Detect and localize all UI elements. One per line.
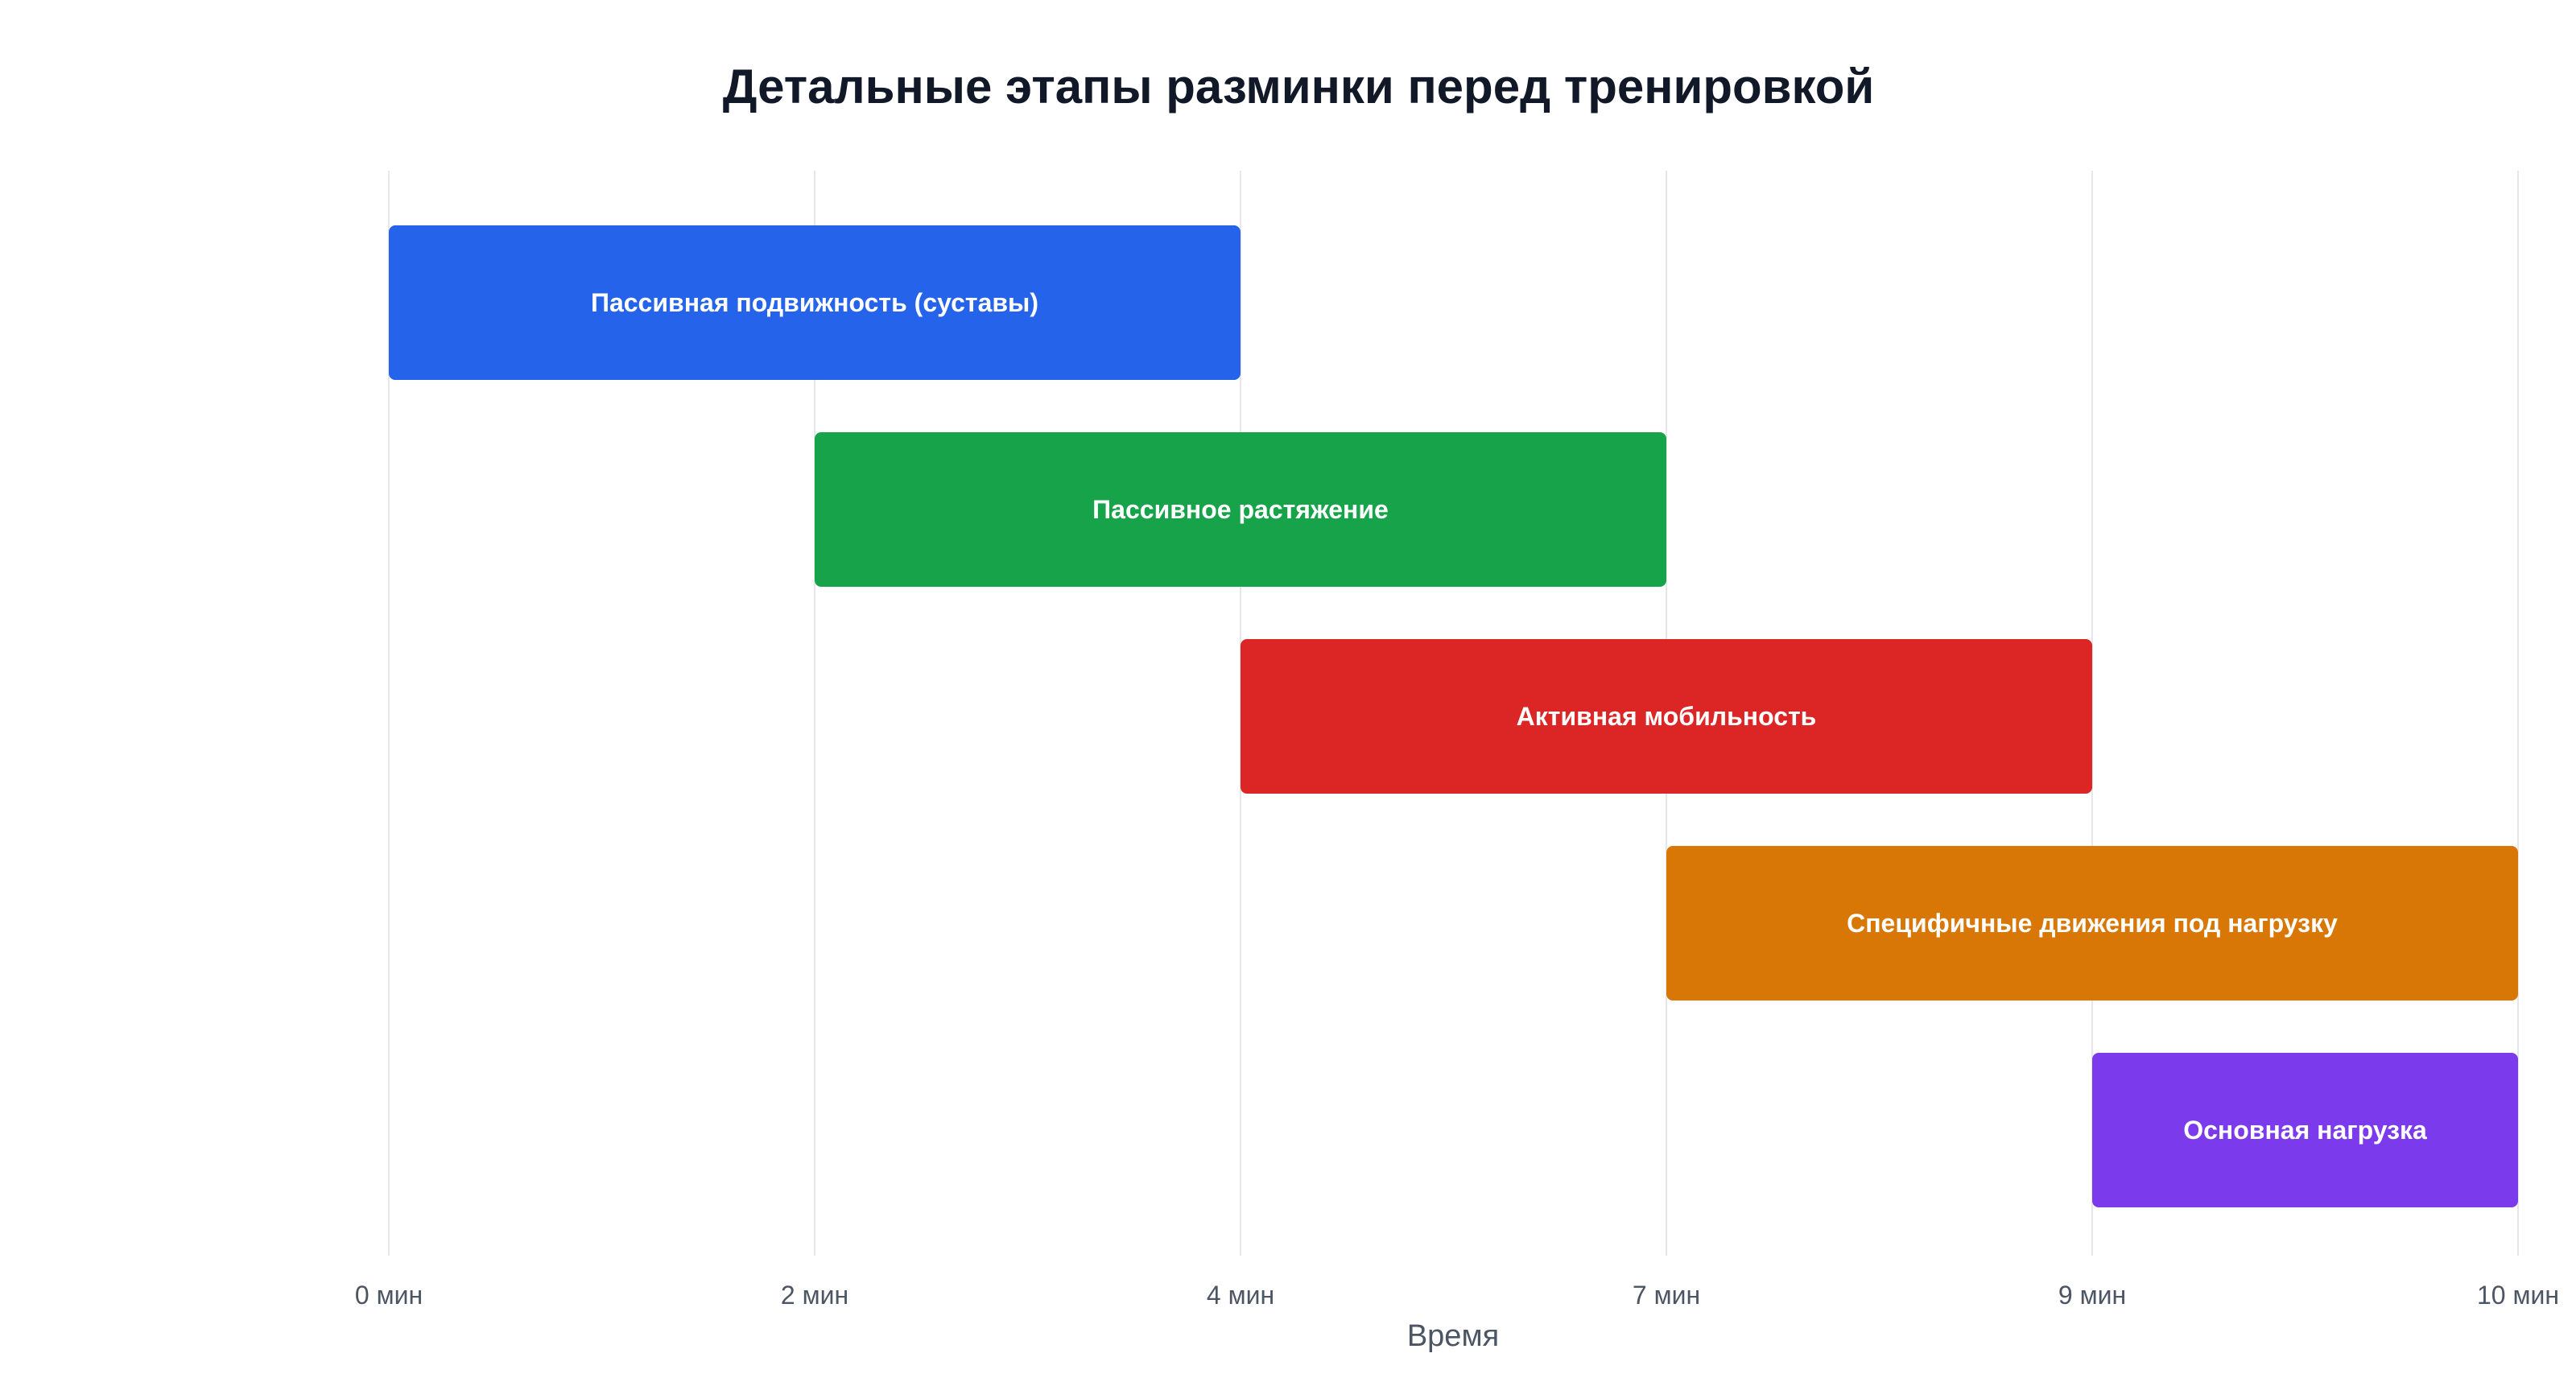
x-tick-label: 10 мин xyxy=(2477,1281,2559,1310)
task-bar-group: Пассивное растяжение xyxy=(815,432,1666,587)
task-bar-group: Активная мобильность xyxy=(1241,639,2092,794)
task-bar-group: Специфичные движения под нагрузку xyxy=(1666,846,2518,1000)
task-bar-label: Пассивная подвижность (суставы) xyxy=(591,288,1038,317)
task-bar xyxy=(2092,1053,2518,1207)
task-bar-label: Основная нагрузка xyxy=(2183,1116,2427,1145)
task-bar xyxy=(1666,846,2518,1000)
task-bar xyxy=(389,225,1241,380)
task-bar xyxy=(815,432,1666,587)
task-bars: Пассивная подвижность (суставы) Пассивное… xyxy=(389,225,2518,1207)
task-bar xyxy=(1241,639,2092,794)
x-tick-label: 4 мин xyxy=(1207,1281,1274,1310)
task-bar-group: Основная нагрузка xyxy=(2092,1053,2518,1207)
x-tick-label: 9 мин xyxy=(2058,1281,2126,1310)
x-tick-label: 2 мин xyxy=(781,1281,848,1310)
x-axis-ticks: 0 мин 2 мин 4 мин 7 мин 9 мин 10 мин xyxy=(355,1281,2559,1310)
x-tick-label: 7 мин xyxy=(1633,1281,1700,1310)
x-tick-label: 0 мин xyxy=(355,1281,423,1310)
chart-title: Детальные этапы разминки перед тренировк… xyxy=(723,60,1875,113)
task-bar-label: Активная мобильность xyxy=(1517,702,1817,731)
task-bar-label: Специфичные движения под нагрузку xyxy=(1847,909,2338,938)
x-axis-label: Время xyxy=(1407,1319,1499,1353)
task-bar-label: Пассивное растяжение xyxy=(1092,495,1389,524)
task-bar-group: Пассивная подвижность (суставы) xyxy=(389,225,1241,380)
